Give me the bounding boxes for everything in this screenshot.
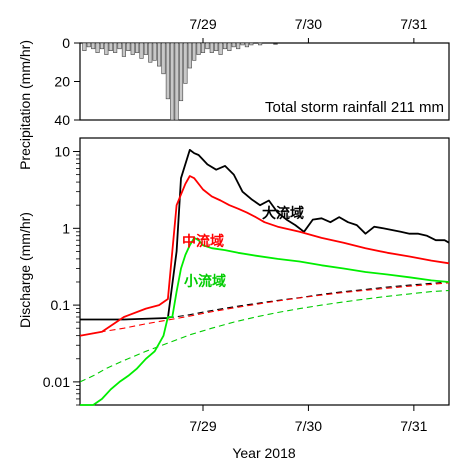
precipitation-bar [170,42,175,121]
precipitation-x-tick-label: 7/30 [295,16,322,32]
precipitation-bar [86,42,91,48]
precipitation-bar [108,42,113,51]
precipitation-bar [95,42,100,53]
precipitation-bar [113,42,118,53]
precipitation-bar [143,42,148,55]
precipitation-bar [192,42,197,61]
precipitation-bar [174,42,179,121]
precipitation-bar [231,42,236,48]
discharge-x-tick-label: 7/31 [400,418,427,434]
precipitation-bar [205,42,210,50]
precipitation-bar [104,42,109,55]
discharge-y-tick-label: 0.1 [51,297,71,313]
discharge-panel: 0.01 0.1 1 10 7/29 7/30 7/31 大流域 中流域 小流域 [43,137,450,434]
discharge-x-tick-label: 7/29 [189,418,216,434]
precipitation-bar [161,42,166,75]
discharge-y-tick-label: 1 [62,220,70,236]
precipitation-bar [240,42,245,46]
precipitation-x-tick-label: 7/31 [400,16,427,32]
precipitation-axis-title: Precipitation (mm/hr) [17,40,33,170]
discharge-series-line [80,149,450,321]
precipitation-bar [187,42,192,69]
discharge-y-tick-label: 0.01 [43,374,70,390]
precipitation-bar [214,42,219,51]
precipitation-y-tick-label: 20 [54,74,70,90]
precipitation-bar [121,42,126,57]
precipitation-annotation: Total storm rainfall 211 mm [265,99,444,116]
precipitation-x-tick-label: 7/29 [189,16,216,32]
precipitation-bar [178,42,184,102]
baseflow-dashed-line [79,289,450,383]
precipitation-panel: 0 20 40 7/29 7/30 7/31 Total storm rainfall … [54,16,450,128]
precipitation-bar [196,42,201,55]
precipitation-x-ticks: 7/29 7/30 7/31 [189,16,428,43]
precipitation-bar [222,42,228,50]
precipitation-y-ticks: 0 20 40 [54,35,80,128]
precipitation-bar [126,42,131,51]
discharge-y-ticks: 0.01 0.1 1 10 [43,144,80,406]
precipitation-bar [139,42,144,59]
precipitation-bar [183,42,188,84]
precipitation-bar [258,42,263,46]
x-axis-title: Year 2018 [232,445,296,461]
discharge-plot-frame [79,137,450,406]
precipitation-bar [135,42,140,53]
precipitation-bar [148,42,153,63]
precipitation-y-tick-label: 0 [62,35,70,51]
discharge-series-line [80,237,450,406]
precipitation-bar [209,42,214,53]
precipitation-bar [130,42,135,55]
precipitation-bar [236,42,241,50]
precipitation-bar [227,42,232,51]
baseflow-dashed-line [79,282,450,337]
precipitation-bar [117,42,122,50]
series-label-large-basin: 大流域 [262,205,304,222]
precipitation-bar [157,42,162,67]
series-label-medium-basin: 中流域 [182,233,224,250]
discharge-series-lines [79,149,450,406]
discharge-series-line [79,175,450,337]
discharge-y-tick-label: 10 [54,144,70,160]
precipitation-bar [152,42,157,61]
precipitation-bar [91,42,96,50]
discharge-axis-title: Discharge (mm/hr) [17,212,33,328]
precipitation-bar [200,42,206,53]
precipitation-bars [82,42,278,121]
series-label-small-basin: 小流域 [184,273,226,290]
precipitation-bar [218,42,223,55]
precipitation-bar [165,42,170,100]
precipitation-bar [244,42,249,48]
precipitation-bar [82,42,87,51]
precipitation-bar [99,42,105,50]
discharge-x-tick-label: 7/30 [295,418,322,434]
precipitation-bar [249,42,254,46]
precipitation-y-tick-label: 40 [54,112,70,128]
discharge-x-ticks: 7/29 7/30 7/31 [189,405,428,434]
